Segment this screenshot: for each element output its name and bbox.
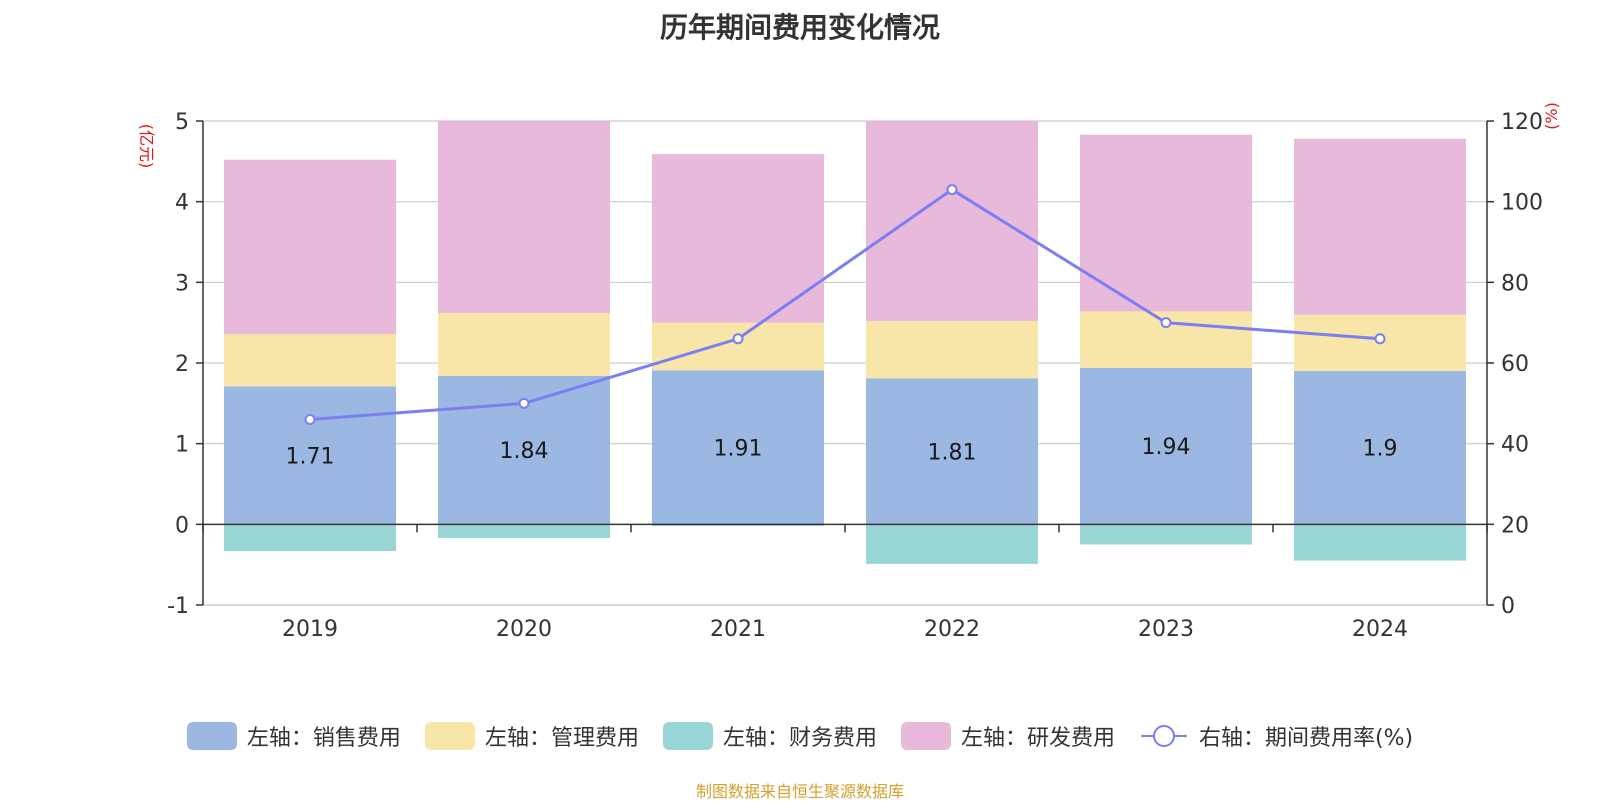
bar-data-label: 1.9 bbox=[1363, 437, 1398, 462]
right-tick-label: 0 bbox=[1501, 594, 1515, 619]
legend-line-marker-icon bbox=[1140, 725, 1187, 747]
right-axis-unit: (%) bbox=[1542, 102, 1561, 130]
bar-2-2020 bbox=[438, 524, 610, 539]
bar-3-2020 bbox=[438, 121, 610, 313]
rate-point-2024 bbox=[1374, 333, 1386, 345]
bar-1-2020 bbox=[438, 312, 610, 376]
legend-item[interactable]: 左轴：研发费用 bbox=[900, 720, 1115, 752]
right-tick-label: 100 bbox=[1501, 191, 1543, 216]
rate-point-2023 bbox=[1160, 317, 1172, 329]
bar-0-2021 bbox=[652, 370, 824, 525]
bar-1-2019 bbox=[224, 333, 396, 387]
legend-item[interactable]: 左轴：销售费用 bbox=[186, 720, 401, 752]
left-tick-label: 3 bbox=[175, 271, 189, 296]
legend-swatch bbox=[662, 722, 713, 750]
legend-label: 左轴：财务费用 bbox=[722, 726, 877, 751]
bar-data-label: 1.91 bbox=[714, 436, 763, 461]
bar-1-2022 bbox=[866, 321, 1038, 379]
bar-3-2021 bbox=[652, 154, 824, 323]
left-tick-label: -1 bbox=[167, 594, 189, 619]
bar-0-2023 bbox=[1080, 367, 1252, 525]
category-label: 2024 bbox=[1352, 617, 1408, 642]
left-tick-label: 5 bbox=[175, 110, 189, 135]
bar-data-label: 1.84 bbox=[500, 439, 549, 464]
legend-label: 右轴：期间费用率(%) bbox=[1198, 726, 1414, 751]
rate-point-2020 bbox=[518, 397, 530, 409]
right-tick-label: 20 bbox=[1501, 513, 1529, 538]
axes: -1 0 1 2 3 4 5 0 20 40 60 80 100 120 (亿元) (%) 2019 2020 20… bbox=[137, 102, 1561, 642]
legend-label: 左轴：研发费用 bbox=[960, 726, 1115, 751]
bar-data-label: 1.81 bbox=[928, 440, 977, 465]
data-labels: 1.71 1.84 1.91 1.81 1.94 1.9 bbox=[286, 435, 1398, 469]
left-tick-label: 4 bbox=[175, 191, 189, 216]
right-tick-label: 60 bbox=[1501, 352, 1529, 377]
bar-3-2023 bbox=[1080, 134, 1252, 312]
category-label: 2023 bbox=[1138, 617, 1194, 642]
bar-data-label: 1.71 bbox=[286, 444, 335, 469]
right-tick-label: 120 bbox=[1501, 110, 1543, 135]
bar-2-2019 bbox=[224, 524, 396, 551]
rate-point-2021 bbox=[732, 333, 744, 345]
left-tick-label: 1 bbox=[175, 433, 189, 458]
legend-label: 左轴：销售费用 bbox=[246, 726, 401, 751]
bar-2-2022 bbox=[866, 524, 1038, 564]
right-tick-label: 80 bbox=[1501, 271, 1529, 296]
bar-2-2021 bbox=[652, 524, 824, 526]
rate-line bbox=[309, 187, 1381, 421]
legend-item[interactable]: 左轴：财务费用 bbox=[662, 720, 877, 752]
legend-swatch bbox=[900, 722, 951, 750]
bar-3-2024 bbox=[1294, 138, 1466, 315]
bars bbox=[224, 121, 1466, 564]
left-tick-label: 0 bbox=[175, 513, 189, 538]
bar-3-2022 bbox=[866, 121, 1038, 322]
bar-0-2019 bbox=[224, 386, 396, 525]
rate-point-2022 bbox=[946, 184, 958, 196]
chart-title: 历年期间费用变化情况 bbox=[659, 11, 940, 44]
source-note: 制图数据来自恒生聚源数据库 bbox=[695, 782, 904, 801]
right-tick-label: 40 bbox=[1501, 433, 1529, 458]
left-tick-label: 2 bbox=[175, 352, 189, 377]
bar-0-2022 bbox=[866, 378, 1038, 525]
left-axis-unit: (亿元) bbox=[137, 124, 156, 169]
bar-0-2024 bbox=[1294, 371, 1466, 525]
category-label: 2019 bbox=[282, 617, 338, 642]
legend-item[interactable]: 左轴：管理费用 bbox=[424, 720, 639, 752]
legend-label: 左轴：管理费用 bbox=[484, 726, 639, 751]
bar-3-2019 bbox=[224, 159, 396, 334]
bar-data-label: 1.94 bbox=[1142, 435, 1191, 460]
bar-2-2023 bbox=[1080, 524, 1252, 545]
category-label: 2020 bbox=[496, 617, 552, 642]
legend-swatch bbox=[186, 722, 237, 750]
legend: 左轴：销售费用 左轴：管理费用 左轴：财务费用 左轴：研发费用 右轴：期间费用率(%) bbox=[0, 720, 1600, 752]
category-label: 2021 bbox=[710, 617, 766, 642]
line-series bbox=[304, 184, 1386, 425]
category-label: 2022 bbox=[924, 617, 980, 642]
legend-item[interactable]: 右轴：期间费用率(%) bbox=[1139, 720, 1413, 752]
bar-2-2024 bbox=[1294, 524, 1466, 561]
bar-1-2021 bbox=[652, 322, 824, 371]
legend-swatch bbox=[424, 722, 475, 750]
rate-point-2019 bbox=[304, 413, 316, 425]
